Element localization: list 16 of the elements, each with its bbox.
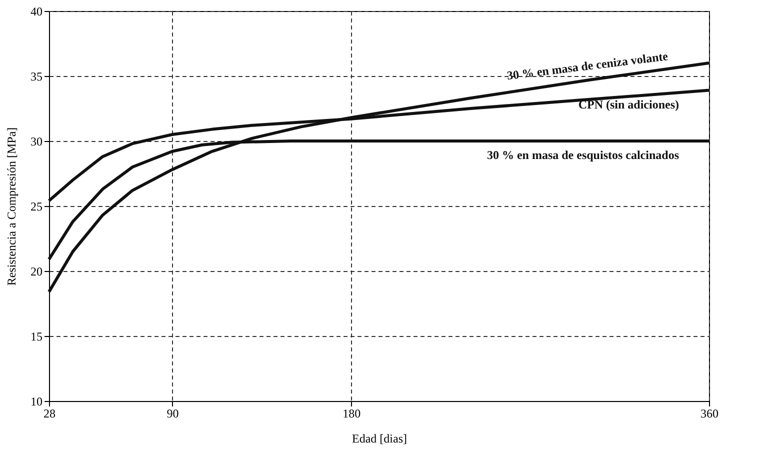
y-axis-title: Resistencia a Compresión [MPa] (4, 127, 18, 286)
y-tick-label: 35 (30, 70, 42, 84)
x-tick-label: 360 (700, 406, 718, 420)
y-tick-label: 40 (30, 4, 42, 18)
x-tick-label: 180 (342, 406, 361, 420)
y-tick-label: 20 (30, 264, 42, 278)
series-label: CPN (sin adiciones) (578, 97, 679, 112)
text: 30 % en masa de ceniza volante (506, 48, 670, 83)
y-tick-label: 25 (30, 200, 42, 214)
y-tick-label: 10 (30, 394, 42, 408)
y-tick-label: 15 (30, 330, 42, 344)
series-label: 30 % en masa de esquistos calcinados (486, 148, 680, 162)
y-tick-label: 30 (30, 134, 42, 148)
x-axis-title: Edad [dias] (352, 432, 407, 446)
x-tick-label: 28 (44, 406, 56, 420)
x-tick-label: 90 (166, 406, 179, 420)
